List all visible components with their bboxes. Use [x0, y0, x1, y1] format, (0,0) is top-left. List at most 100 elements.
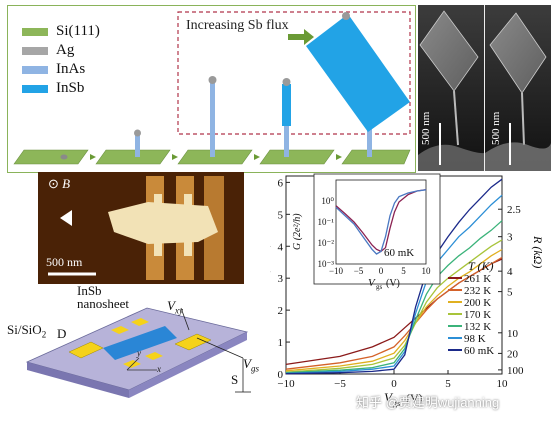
flux-arrow-icon — [288, 29, 314, 45]
substrate-step-3 — [177, 76, 253, 165]
vxy-letter: V — [167, 298, 175, 313]
vgs-sub: gs — [250, 363, 259, 374]
step-arrow-icon — [172, 154, 178, 160]
legend-si-label: Si(111) — [56, 23, 100, 39]
drain-label: D — [57, 326, 67, 341]
nanosheet-label: InSb nanosheet — [77, 284, 129, 310]
legend-insb-swatch — [22, 84, 48, 93]
series-line-170-K — [285, 239, 503, 373]
source-label: S — [231, 372, 239, 387]
right-tick-label: 5 — [507, 287, 513, 299]
watermark: 知乎 @贾建明wujianning — [356, 395, 500, 410]
right-tick-label: 2.5 — [507, 204, 521, 216]
inset-x-tick-label: −10 — [329, 266, 344, 276]
legend-si-swatch — [22, 27, 48, 36]
x-axis-label-sub: gs — [393, 399, 400, 408]
legend-insb: InSb — [22, 79, 100, 98]
x-tick-label: −5 — [334, 378, 346, 390]
y-tick-label: 5 — [278, 209, 284, 221]
inset-y-tick-label: 10⁻¹ — [318, 217, 335, 227]
x-tick-label: −10 — [277, 378, 295, 390]
legend-label: 98 K — [464, 333, 486, 345]
y-tick-label: 3 — [278, 273, 284, 285]
insb-nanosheet-shape — [306, 14, 410, 132]
legend-insb-label: InSb — [56, 80, 85, 96]
inset-x-axis-label: V — [368, 277, 376, 289]
substrate-text: Si/SiO — [7, 322, 42, 337]
flux-label: Increasing Sb flux — [186, 18, 289, 33]
legend-label: 132 K — [464, 321, 491, 333]
afm-field-letter: B — [62, 176, 71, 191]
legend-si: Si(111) — [22, 22, 100, 41]
vxy-label: Vxy — [167, 298, 183, 316]
right-tick-label: 3 — [507, 232, 513, 244]
afm-field-symbol: ⊙ — [48, 176, 59, 191]
growth-schematic-panel: Si(111) Ag InAs InSb — [7, 5, 416, 173]
legend-inas-swatch — [22, 65, 48, 74]
legend-ag-swatch — [22, 46, 48, 55]
vxy-sub: xy — [174, 305, 183, 316]
inset-y-tick-label: 10⁻³ — [318, 259, 335, 269]
sem-image-panel: 500 nm 500 nm — [418, 5, 551, 171]
inset-series-line — [335, 188, 427, 253]
inset-annotation: 60 mK — [384, 247, 414, 259]
right-tick-label: 20 — [507, 348, 519, 360]
legend-inas: InAs — [22, 60, 100, 79]
x-axis-label: V — [384, 390, 394, 405]
sem-image — [418, 5, 551, 171]
vgs-letter: V — [243, 356, 251, 371]
axis-x-label: x — [157, 364, 161, 374]
sem-scale-left: 500 nm — [420, 111, 432, 145]
series-line-232-K — [285, 256, 503, 370]
inset-x-tick-label: 5 — [401, 266, 406, 276]
right-tick-label: 10 — [507, 328, 519, 340]
y-tick-label: 0 — [278, 369, 284, 381]
legend-label: 200 K — [464, 297, 491, 309]
axis-y-line — [126, 357, 140, 371]
inset-y-tick-label: 10⁻² — [318, 238, 335, 248]
y-axis-label: G (2e²/h) — [270, 242, 271, 286]
step-arrow-icon — [336, 154, 342, 160]
legend-label: 60 mK — [464, 345, 494, 357]
right-tick-label: 4 — [507, 266, 513, 278]
afm-marker-icon — [60, 210, 72, 226]
substrate-step-4 — [259, 78, 335, 165]
growth-sequence-diagram — [13, 11, 411, 165]
step-arrow-icon — [90, 154, 96, 160]
inset-x-tick-label: 0 — [379, 266, 384, 276]
substrate-step-1 — [13, 149, 89, 165]
substrate-step-5 — [306, 12, 411, 165]
device-schematic-panel: InSb nanosheet Si/SiO2 D S Vxy Vgs x y — [7, 284, 269, 412]
substrate-label: Si/SiO2 — [7, 322, 46, 340]
afm-image-panel: ⊙ B 500 nm — [38, 172, 244, 284]
series-line-200-K — [285, 248, 503, 372]
legend-label: 261 K — [464, 273, 491, 285]
material-legend: Si(111) Ag InAs InSb — [22, 22, 100, 98]
substrate-step-2 — [95, 129, 171, 165]
legend-ag: Ag — [22, 41, 100, 60]
device-schematic — [25, 307, 251, 398]
inset-x-axis-unit: (V) — [386, 278, 400, 289]
flux-dashed-box — [177, 11, 411, 135]
y-tick-label: 6 — [278, 177, 284, 189]
legend-inas-label: InAs — [56, 61, 86, 77]
step-arrow-icon — [254, 154, 260, 160]
sem-scale-right: 500 nm — [490, 111, 502, 145]
x-tick-label: 0 — [391, 378, 397, 390]
series-line-132-K — [285, 220, 503, 374]
inset-y-axis-label: G (2e²/h) — [292, 213, 303, 250]
nanosheet-label-line1: InSb — [77, 283, 102, 298]
inset-y-tick-label: 10⁰ — [321, 196, 334, 206]
inset-x-tick-label: −5 — [354, 266, 364, 276]
legend-ag-label: Ag — [56, 42, 75, 58]
inset-x-axis-label-sub: gs — [376, 283, 383, 291]
x-axis-unit: (V) — [406, 391, 423, 405]
y-tick-label: 4 — [278, 241, 284, 253]
substrate-sub: 2 — [41, 329, 47, 340]
legend-label: 170 K — [464, 309, 491, 321]
vgs-label: Vgs — [243, 356, 259, 374]
inset-series-line — [335, 189, 427, 255]
y-tick-label: 2 — [278, 305, 284, 317]
